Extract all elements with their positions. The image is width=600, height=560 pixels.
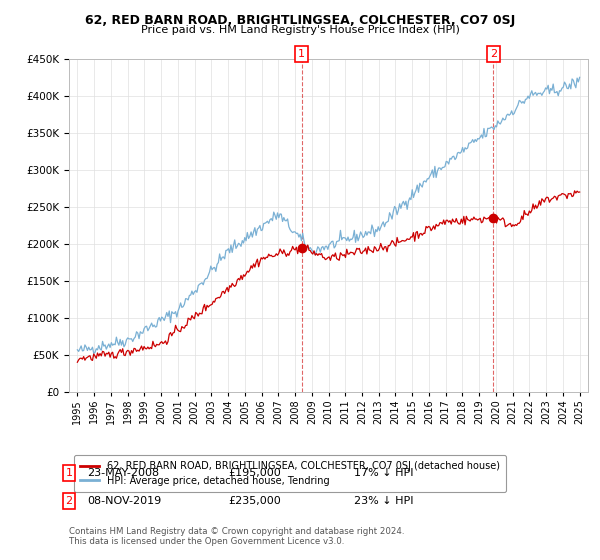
Text: 23-MAY-2008: 23-MAY-2008 (87, 468, 159, 478)
Text: £235,000: £235,000 (228, 496, 281, 506)
Text: 17% ↓ HPI: 17% ↓ HPI (354, 468, 413, 478)
Text: Contains HM Land Registry data © Crown copyright and database right 2024.
This d: Contains HM Land Registry data © Crown c… (69, 526, 404, 546)
Legend: 62, RED BARN ROAD, BRIGHTLINGSEA, COLCHESTER, CO7 0SJ (detached house), HPI: Ave: 62, RED BARN ROAD, BRIGHTLINGSEA, COLCHE… (74, 455, 506, 492)
Text: 2: 2 (490, 49, 497, 59)
Text: 2: 2 (65, 496, 73, 506)
Text: Price paid vs. HM Land Registry's House Price Index (HPI): Price paid vs. HM Land Registry's House … (140, 25, 460, 35)
Text: 23% ↓ HPI: 23% ↓ HPI (354, 496, 413, 506)
Text: 62, RED BARN ROAD, BRIGHTLINGSEA, COLCHESTER, CO7 0SJ: 62, RED BARN ROAD, BRIGHTLINGSEA, COLCHE… (85, 14, 515, 27)
Text: 1: 1 (65, 468, 73, 478)
Text: 08-NOV-2019: 08-NOV-2019 (87, 496, 161, 506)
Text: 1: 1 (298, 49, 305, 59)
Text: £195,000: £195,000 (228, 468, 281, 478)
